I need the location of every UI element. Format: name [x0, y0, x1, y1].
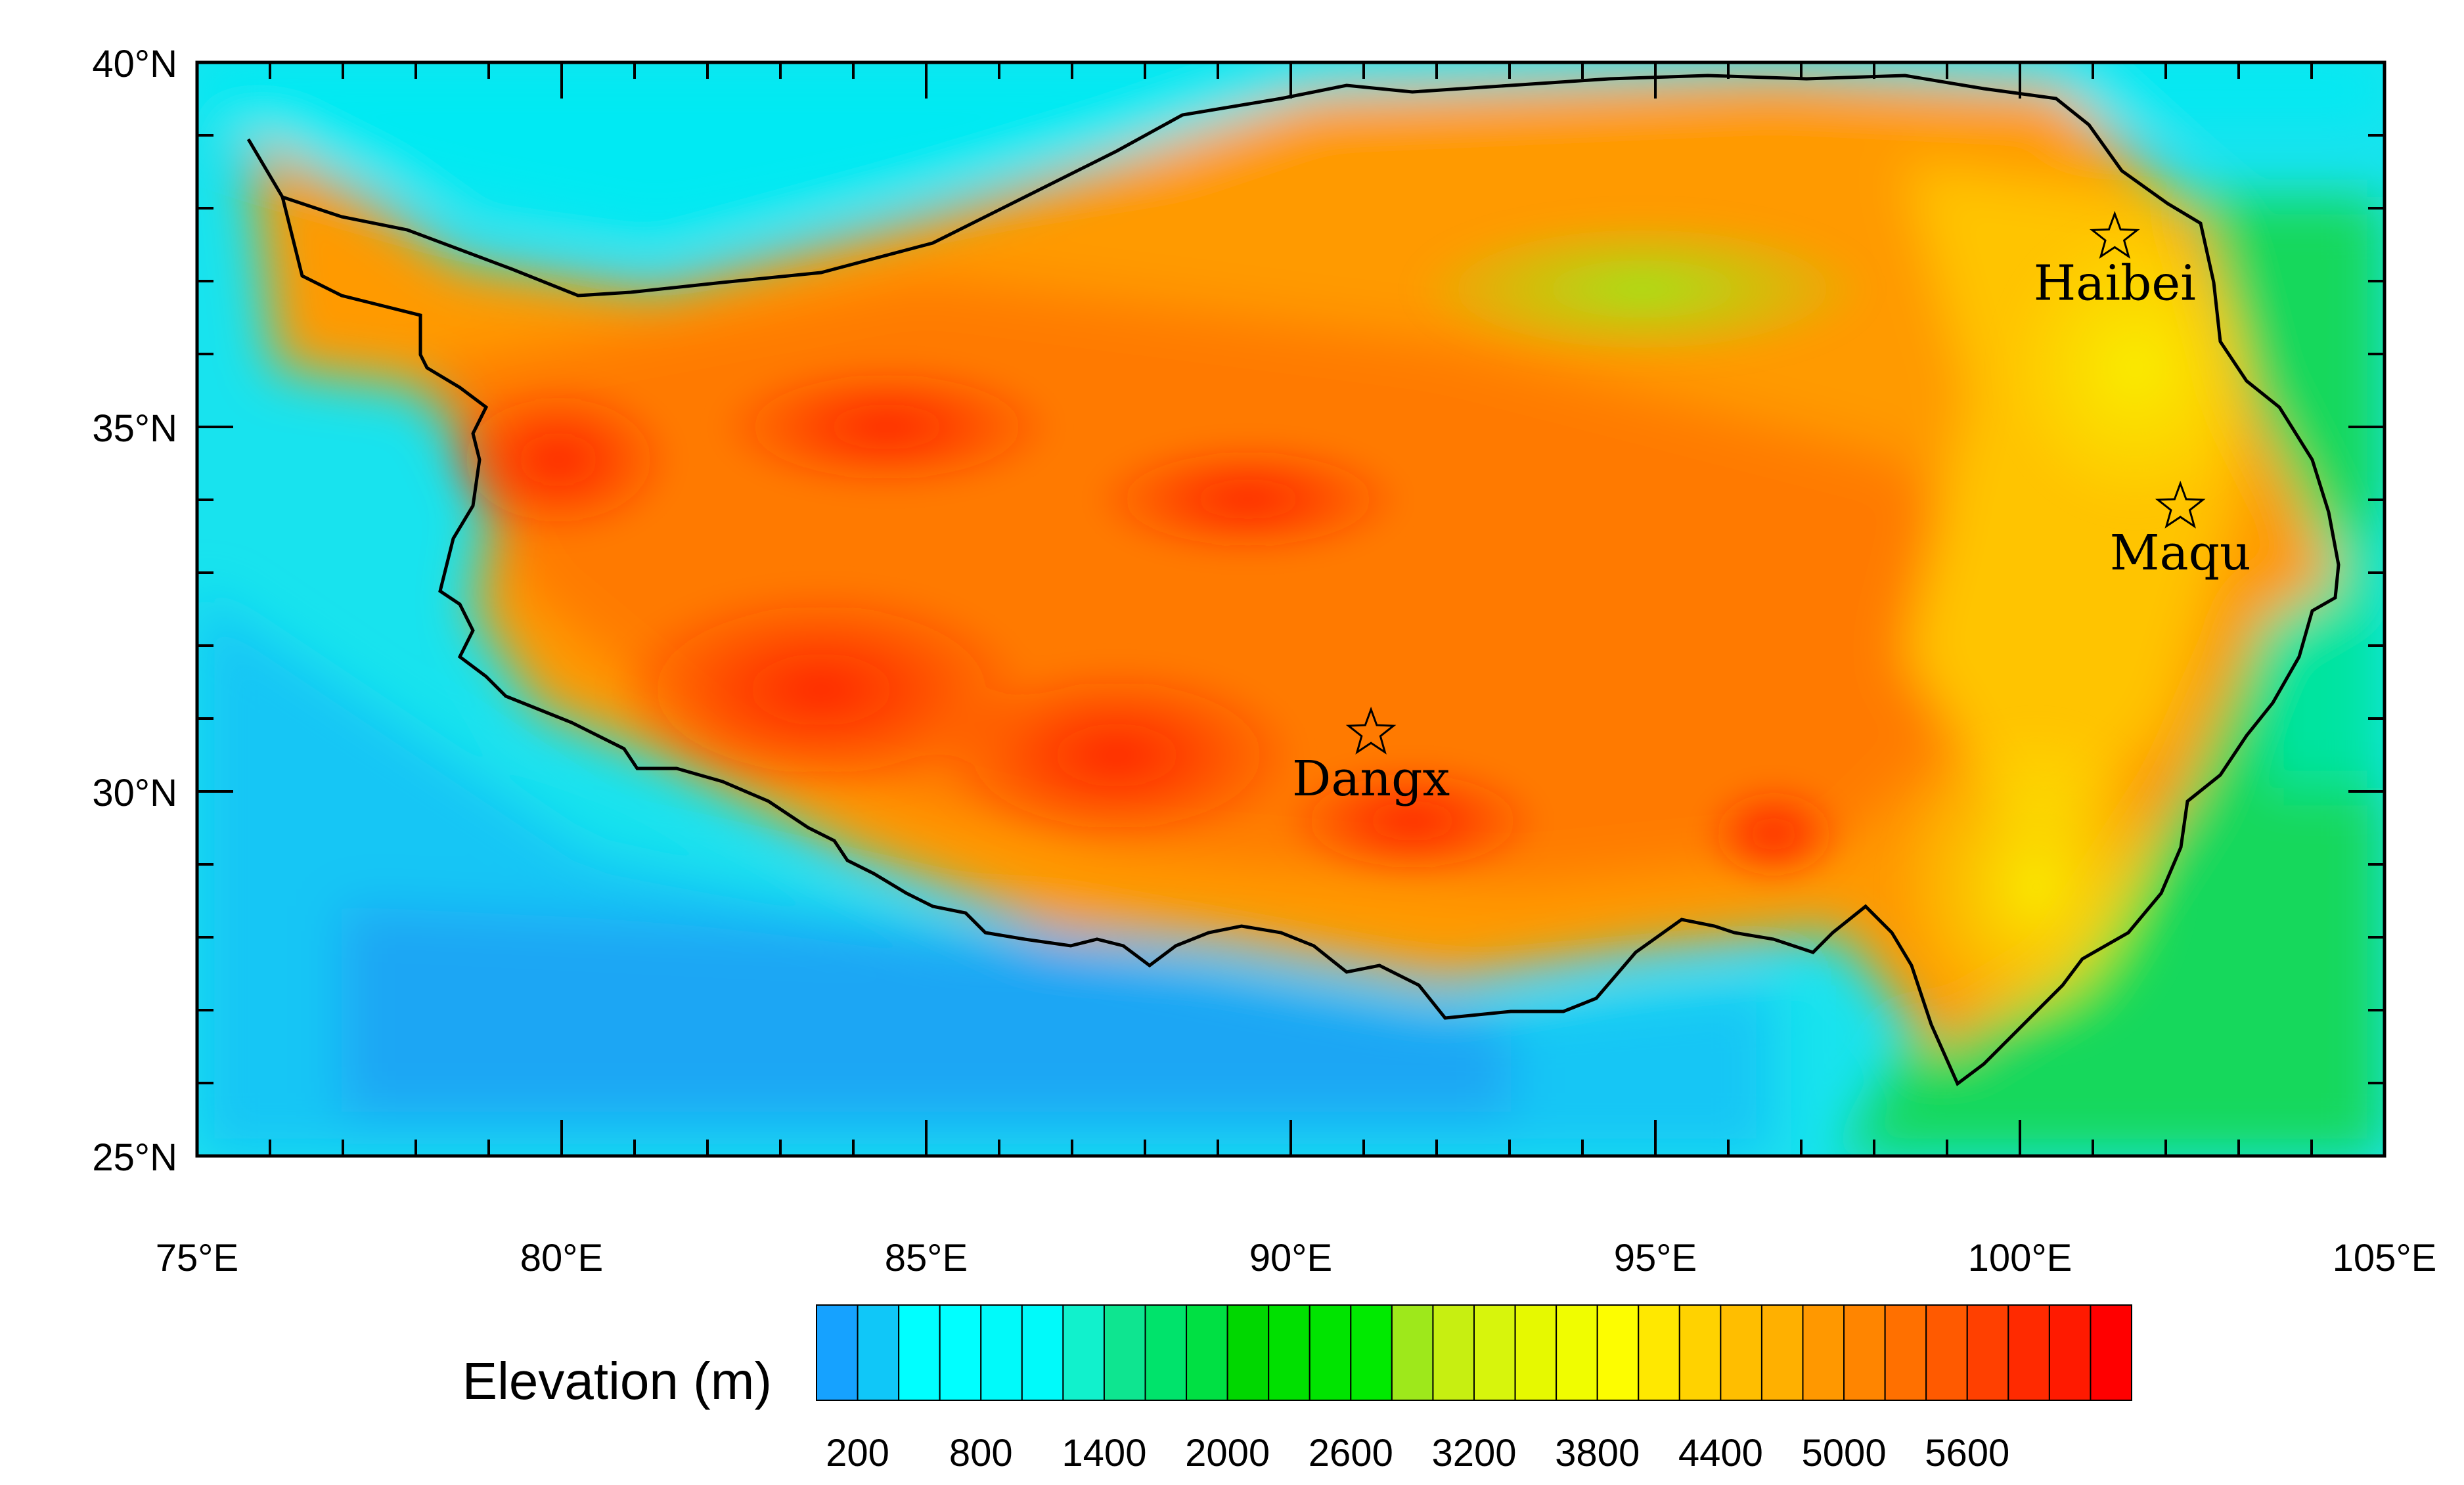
colorbar-box — [1432, 1304, 1475, 1401]
colorbar-box — [816, 1304, 859, 1401]
lat-tick-label: 40°N — [92, 43, 177, 85]
plateau-boundary — [246, 74, 2341, 1086]
lon-tick-label: 90°E — [1249, 1237, 1332, 1279]
lon-tick-label: 80°E — [520, 1237, 603, 1279]
colorbar-box — [1884, 1304, 1927, 1401]
colorbar-box — [1514, 1304, 1557, 1401]
star-icon — [1345, 706, 1397, 755]
colorbar-box — [1966, 1304, 2009, 1401]
longitude-labels: 75°E 80°E 85°E 90°E 95°E 100°E 105°E — [156, 1237, 2437, 1279]
axis-ticks — [196, 61, 2386, 1157]
colorbar-box — [1268, 1304, 1310, 1401]
colorbar-box — [939, 1304, 982, 1401]
colorbar-box — [1556, 1304, 1598, 1401]
colorbar-box — [1720, 1304, 1762, 1401]
colorbar-tick-label: 3200 — [1431, 1432, 1516, 1474]
colorbar-box — [1925, 1304, 1968, 1401]
colorbar-box — [1678, 1304, 1722, 1401]
colorbar-tick-label: 1400 — [1062, 1432, 1146, 1474]
lon-tick-label: 85°E — [885, 1237, 968, 1279]
colorbar-tick-label: 2000 — [1185, 1432, 1270, 1474]
colorbar-tick-label: 4400 — [1678, 1432, 1763, 1474]
colorbar-tick-label: 5600 — [1925, 1432, 2009, 1474]
colorbar-box — [1226, 1304, 1270, 1401]
colorbar-box — [1802, 1304, 1845, 1401]
colorbar-box — [1638, 1304, 1680, 1401]
colorbar-tick-label: 5000 — [1802, 1432, 1887, 1474]
lat-tick-label: 25°N — [92, 1136, 177, 1179]
colorbar-box — [857, 1304, 900, 1401]
colorbar-box — [1350, 1304, 1393, 1401]
colorbar-boxes — [816, 1304, 2132, 1401]
station-label: Dangx — [1292, 751, 1450, 807]
colorbar-title: Elevation (m) — [462, 1352, 772, 1410]
colorbar-tick-label: 2600 — [1309, 1432, 1393, 1474]
latitude-labels: 40°N 35°N 30°N 25°N — [92, 43, 177, 1179]
colorbar-box — [1144, 1304, 1188, 1401]
colorbar-box — [1021, 1304, 1064, 1401]
star-icon — [2089, 211, 2140, 259]
colorbar-box — [1186, 1304, 1228, 1401]
lon-tick-label: 95°E — [1614, 1237, 1697, 1279]
lon-tick-label: 75°E — [156, 1237, 238, 1279]
colorbar-tick-label: 200 — [826, 1432, 889, 1474]
colorbar-box — [1103, 1304, 1146, 1401]
colorbar-box — [1391, 1304, 1434, 1401]
station-label: Haibei — [2034, 255, 2196, 311]
lat-tick-label: 30°N — [92, 772, 177, 814]
colorbar-tick-label: 3800 — [1555, 1432, 1640, 1474]
colorbar-box — [1473, 1304, 1516, 1401]
station-label: Maqu — [2110, 525, 2251, 581]
map-panel — [197, 62, 2385, 1156]
colorbar-box — [1760, 1304, 1804, 1401]
colorbar-labels: 200 800 1400 2000 2600 3200 3800 4400 5000 5600 — [826, 1432, 2009, 1474]
lon-tick-label: 105°E — [2333, 1237, 2437, 1279]
colorbar-box — [2048, 1304, 2092, 1401]
colorbar-box — [1062, 1304, 1105, 1401]
lat-tick-label: 35°N — [92, 407, 177, 450]
colorbar-box — [1596, 1304, 1640, 1401]
colorbar-box — [2007, 1304, 2050, 1401]
colorbar-tick-label: 800 — [949, 1432, 1013, 1474]
terrain-highlights — [440, 217, 2266, 1051]
colorbar-box — [1309, 1304, 1352, 1401]
station-markers: Haibei Maqu Dangx — [1292, 211, 2251, 807]
lon-tick-label: 100°E — [1968, 1237, 2072, 1279]
star-icon — [2155, 480, 2206, 529]
colorbar-box — [1843, 1304, 1886, 1401]
colorbar: Elevation (m) 200 800 1400 2000 2600 3200 3800… — [462, 1304, 2132, 1474]
colorbar-box — [898, 1304, 941, 1401]
colorbar-box — [2090, 1304, 2132, 1401]
colorbar-box — [980, 1304, 1023, 1401]
